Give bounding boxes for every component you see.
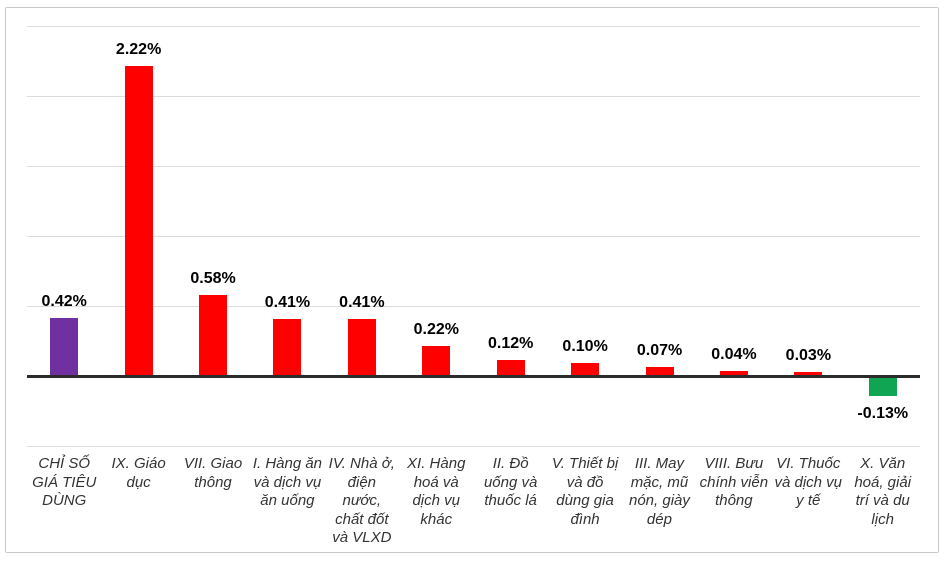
bar [645,366,674,377]
bar-column: 0.04% [697,8,771,552]
category-cell: VII. Giao thông [176,455,250,548]
category-cell: XI. Hàng hoá và dịch vụ khác [399,455,473,548]
gridline [27,95,920,98]
gridline [27,165,920,168]
bar [124,65,153,377]
plot-area: 0.42% 2.22% 0.58% 0.41% 0.41% 0.22% 0.12% 0.10%… [27,8,920,552]
bar [868,378,897,397]
bar-value-label: 0.42% [41,292,87,310]
category-label: V. Thiết bị và đồ dùng gia đình [551,455,619,528]
category-label: IX. Giáo dục [111,455,166,491]
bar-value-label: 0.12% [488,334,534,352]
category-label: VII. Giao thông [183,455,243,491]
bar [794,372,823,377]
bar-value-label: 0.10% [562,337,608,355]
bar-value-label: 0.58% [190,270,236,288]
category-label: X. Văn hoá, giải trí và du lịch [854,455,912,528]
gridline [27,25,920,28]
category-cell: IV. Nhà ở, điện nước, chất đốt và VLXD [325,455,399,548]
bar-column: 0.07% [622,8,696,552]
bar-value-label: 0.22% [413,320,459,338]
bar-column: 0.22% [399,8,473,552]
bar-column: 0.12% [474,8,548,552]
bar-column: 0.03% [771,8,845,552]
bar [273,319,302,377]
category-cell: CHỈ SỐ GIÁ TIÊU DÙNG [27,455,101,548]
gridline [27,305,920,308]
category-cell: V. Thiết bị và đồ dùng gia đình [548,455,622,548]
bar-column: 0.10% [548,8,622,552]
category-label: CHỈ SỐ GIÁ TIÊU DÙNG [32,455,97,509]
bar-value-label: 2.22% [115,40,162,58]
category-label: VI. Thuốc và dịch vụ y tế [774,455,843,509]
category-cell: X. Văn hoá, giải trí và du lịch [845,455,919,548]
bar-value-label: 0.03% [785,347,832,365]
bar [571,362,600,377]
category-label: VIII. Bưu chính viễn thông [699,455,769,509]
bar-value-label: 0.41% [339,294,385,312]
bar-value-label: 0.04% [711,345,757,363]
category-label: III. May mặc, mũ nón, giày dép [629,455,690,528]
bar-column: 2.22% [101,8,175,552]
bar-value-label: 0.41% [264,294,311,312]
bar-value-label: 0.07% [636,341,683,359]
bar-column: -0.13% [846,8,920,552]
category-cell: III. May mặc, mũ nón, giày dép [622,455,696,548]
category-label: IV. Nhà ở, điện nước, chất đốt và VLXD [328,455,395,546]
category-cell: I. Hàng ăn và dịch vụ ăn uống [250,455,324,548]
category-label: XI. Hàng hoá và dịch vụ khác [407,455,466,528]
category-cell: VIII. Bưu chính viễn thông [697,455,771,548]
bar [422,345,451,377]
category-label: II. Đồ uống và thuốc lá [483,455,538,509]
bar-column: 0.41% [325,8,399,552]
x-axis-labels: CHỈ SỐ GIÁ TIÊU DÙNG IX. Giáo dục VII. Gia… [27,455,920,548]
category-cell: IX. Giáo dục [101,455,175,548]
bar-value-label: -0.13% [857,404,909,422]
gridline [27,235,920,238]
bar-column: 0.42% [27,8,101,552]
bar [199,295,228,377]
chart-frame: 0.42% 2.22% 0.58% 0.41% 0.41% 0.22% 0.12% 0.10%… [5,7,939,553]
gridline [27,445,920,448]
bar [496,359,525,377]
category-label: I. Hàng ăn và dịch vụ ăn uống [252,455,323,509]
bar [50,317,79,377]
bar-column: 0.41% [250,8,324,552]
bar [347,319,376,377]
category-cell: VI. Thuốc và dịch vụ y tế [771,455,845,548]
bar-column: 0.58% [176,8,250,552]
bar [719,370,748,377]
category-cell: II. Đồ uống và thuốc lá [473,455,547,548]
x-axis-line [27,375,920,378]
